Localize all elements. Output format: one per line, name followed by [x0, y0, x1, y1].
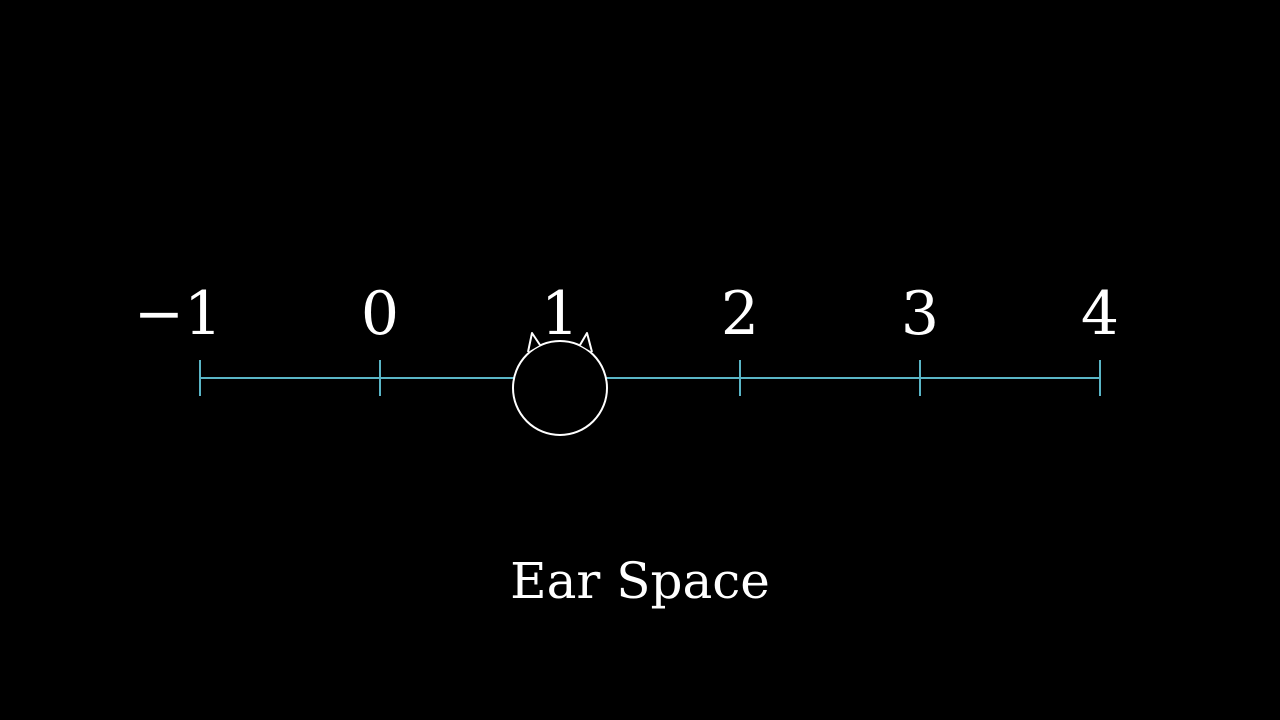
right-ear: [579, 332, 593, 353]
tick-label: 1: [541, 279, 579, 349]
head-circle: [512, 340, 608, 436]
tick-label: 2: [721, 279, 759, 349]
diagram-caption: Ear Space: [510, 552, 770, 610]
tick-labels: −1 0 1 2 3 4: [134, 279, 1119, 349]
tick-label: 4: [1081, 279, 1119, 349]
tick-label: 3: [901, 279, 939, 349]
tick-label: −1: [134, 279, 222, 349]
head-marker: [512, 332, 608, 436]
left-ear: [527, 332, 541, 353]
tick-label: 0: [361, 279, 399, 349]
